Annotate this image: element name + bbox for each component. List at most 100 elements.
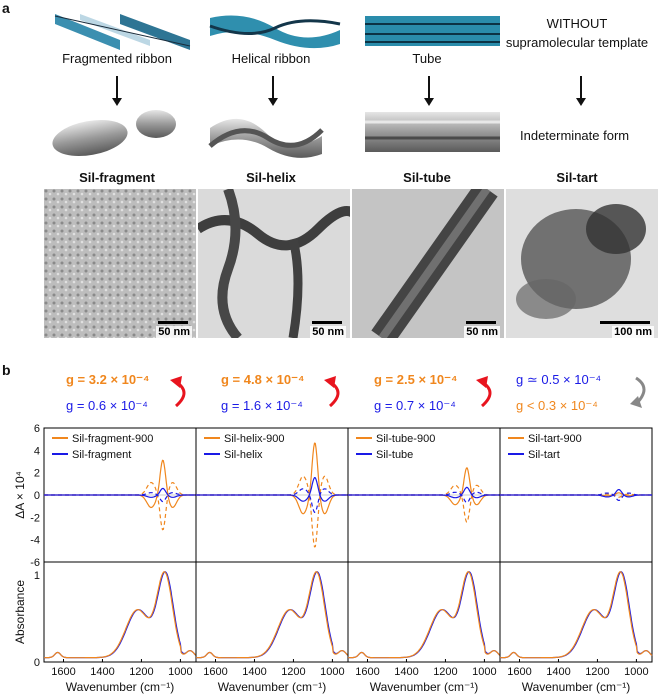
absorbance-series-blue	[500, 571, 653, 659]
absorbance-plot-frame	[499, 561, 653, 663]
legend-label: Sil-fragment	[72, 449, 131, 461]
x-tick-label: 1600	[355, 666, 379, 678]
fragmented-ribbon-illustration	[54, 14, 191, 50]
absorbance-series-orange	[348, 571, 501, 659]
legend-label-900: Sil-tart-900	[528, 433, 582, 445]
tube-shape	[365, 112, 500, 152]
cd-y-tick-label: -6	[30, 557, 40, 569]
cd-y-tick-label: -2	[30, 512, 40, 524]
x-tick-label: 1000	[472, 666, 496, 678]
abs-y-axis-label: Absorbance	[13, 580, 27, 644]
x-tick-label: 1200	[281, 666, 305, 678]
cd-y-tick-label: 6	[34, 423, 40, 435]
title-sil-tart: Sil-tart	[556, 170, 598, 185]
cd-y-tick-label: -4	[30, 535, 40, 547]
scale-bar	[466, 321, 496, 324]
legend-label-900: Sil-fragment-900	[72, 433, 153, 445]
cd-y-axis-label: ΔA × 10⁴	[13, 471, 27, 519]
abs-y-tick-label: 0	[34, 657, 40, 669]
absorbance-series-orange	[44, 571, 197, 659]
cd-series-900-dashed	[44, 481, 196, 531]
scale-bar	[600, 321, 650, 324]
legend-label-900: Sil-tube-900	[376, 433, 435, 445]
x-tick-label: 1200	[129, 666, 153, 678]
arrow-helix	[268, 76, 278, 106]
label-without-template: WITHOUT supramolecular template	[505, 16, 649, 50]
x-tick-label: 1000	[320, 666, 344, 678]
template-illustrations	[54, 14, 500, 50]
legend-label: Sil-tart	[528, 449, 560, 461]
x-tick-label: 1400	[242, 666, 266, 678]
g-value-fragment-900: g = 3.2 × 10⁻⁴	[66, 372, 150, 387]
x-axis-label: Wavenumber (cm⁻¹)	[218, 680, 327, 694]
fragment-shape	[52, 110, 176, 156]
x-tick-label: 1400	[90, 666, 114, 678]
arrow-fragment	[112, 76, 122, 106]
tem-image-sil-tart: 100 nm	[506, 189, 658, 338]
x-tick-label: 1600	[203, 666, 227, 678]
cd-series-900-dashed	[500, 493, 652, 498]
panel-b-letter: b	[2, 362, 11, 378]
absorbance-series-blue	[196, 571, 349, 659]
g-value-tube: g = 0.7 × 10⁻⁴	[374, 398, 456, 413]
absorbance-series-orange	[196, 571, 349, 659]
abs-y-tick-label: 1	[34, 570, 40, 582]
panel-a-letter: a	[2, 0, 10, 16]
legend-label-900: Sil-helix-900	[224, 433, 285, 445]
x-axis-label: Wavenumber (cm⁻¹)	[66, 680, 175, 694]
legend-label: Sil-helix	[224, 449, 263, 461]
scale-bar	[158, 321, 188, 324]
g-value-helix-900: g = 4.8 × 10⁻⁴	[221, 372, 305, 387]
scale-label: 100 nm	[612, 326, 654, 338]
arrow-tube	[424, 76, 434, 106]
tem-image-sil-tube: 50 nm	[352, 189, 504, 338]
g-value-fragment: g = 0.6 × 10⁻⁴	[66, 398, 148, 413]
x-tick-label: 1200	[433, 666, 457, 678]
label-tube: Tube	[412, 51, 442, 66]
x-tick-label: 1600	[51, 666, 75, 678]
helix-shape	[208, 118, 324, 158]
x-axis-label: Wavenumber (cm⁻¹)	[522, 680, 631, 694]
absorbance-series-blue	[44, 571, 197, 659]
g-value-tart-900: g < 0.3 × 10⁻⁴	[516, 398, 598, 413]
title-sil-helix: Sil-helix	[246, 170, 296, 185]
cd-series-solid	[44, 487, 196, 498]
cd-series-solid	[500, 489, 652, 498]
cd-series-900-solid	[348, 467, 500, 506]
scale-label: 50 nm	[156, 326, 192, 338]
x-tick-label: 1600	[507, 666, 531, 678]
cd-y-tick-label: 0	[34, 490, 40, 502]
x-tick-label: 1000	[624, 666, 648, 678]
label-helical-ribbon: Helical ribbon	[231, 51, 311, 66]
x-tick-label: 1000	[168, 666, 192, 678]
cd-y-tick-label: 4	[34, 445, 40, 457]
cd-y-tick-label: 2	[34, 468, 40, 480]
label-indeterminate: Indeterminate form	[520, 128, 630, 143]
cd-series-900-solid	[44, 459, 196, 509]
cd-series-dashed	[44, 492, 196, 503]
x-tick-label: 1400	[394, 666, 418, 678]
x-tick-label: 1400	[546, 666, 570, 678]
label-fragmented-ribbon: Fragmented ribbon	[62, 51, 172, 66]
absorbance-series-orange	[500, 571, 653, 659]
helical-ribbon-illustration	[209, 15, 341, 49]
title-sil-tube: Sil-tube	[403, 170, 451, 185]
g-factor-arrows	[170, 376, 646, 408]
scale-label: 50 nm	[464, 326, 500, 338]
absorbance-series-blue	[348, 571, 501, 659]
title-sil-fragment: Sil-fragment	[79, 170, 155, 185]
x-tick-label: 1200	[585, 666, 609, 678]
scale-label: 50 nm	[310, 326, 346, 338]
g-value-helix: g = 1.6 × 10⁻⁴	[221, 398, 303, 413]
cd-series-solid	[196, 477, 348, 502]
x-axis-label: Wavenumber (cm⁻¹)	[370, 680, 479, 694]
silica-shape-illustrations	[52, 110, 500, 158]
g-value-tart: g ≃ 0.5 × 10⁻⁴	[516, 372, 602, 387]
tube-illustration	[365, 16, 500, 46]
g-value-tube-900: g = 2.5 × 10⁻⁴	[374, 372, 458, 387]
cd-series-900-dashed	[196, 475, 348, 548]
tem-image-sil-fragment: 50 nm	[44, 189, 196, 338]
scale-bar	[312, 321, 342, 324]
arrow-tart	[576, 76, 586, 106]
